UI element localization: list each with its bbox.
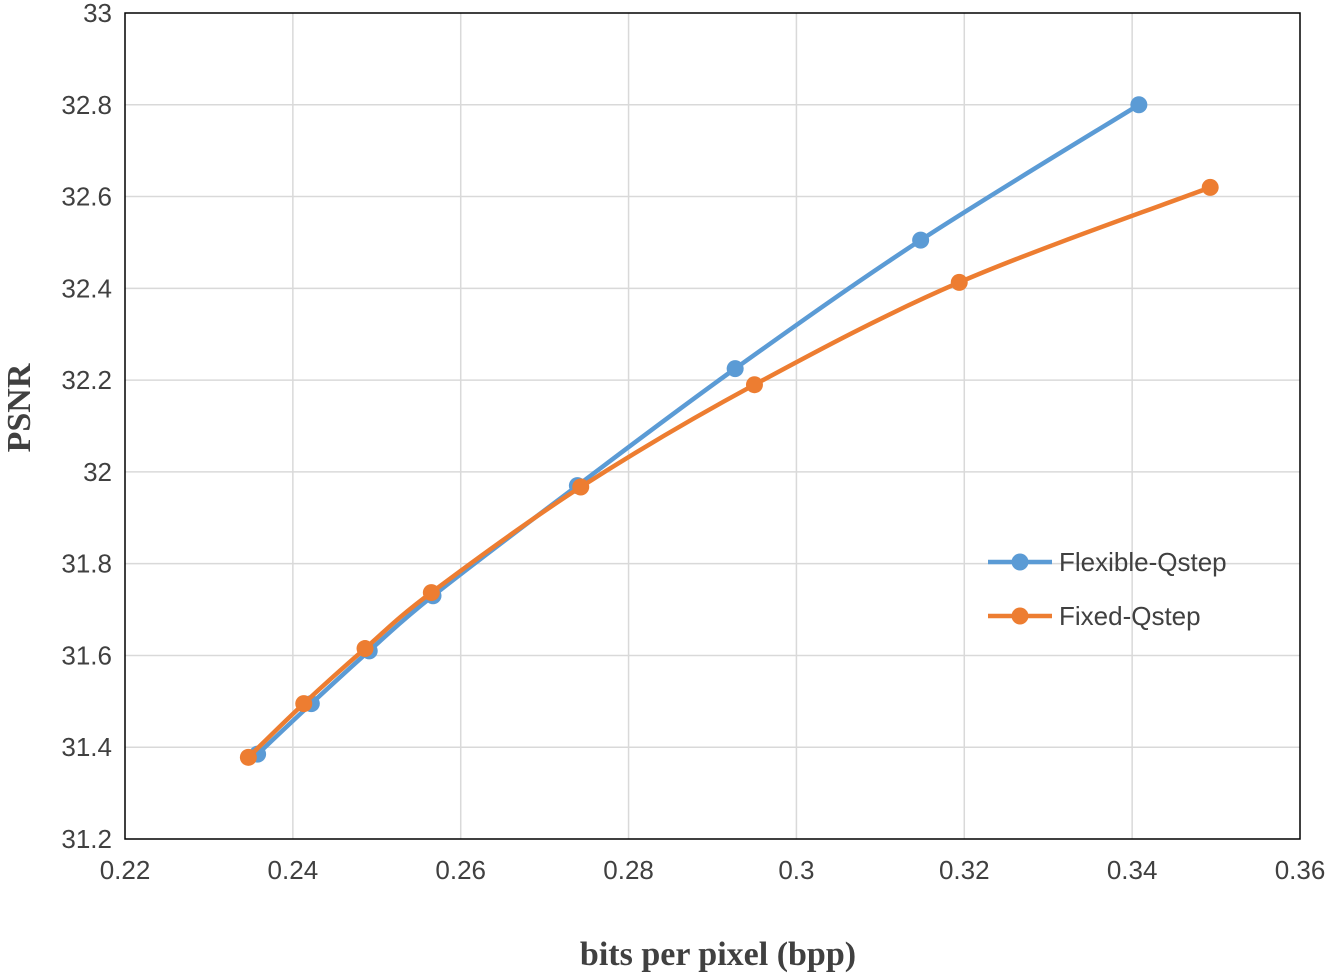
legend-item-fixed-qstep: Fixed-Qstep (988, 601, 1201, 631)
x-tick-label: 0.3 (778, 855, 814, 885)
x-tick-label: 0.28 (603, 855, 654, 885)
y-tick-label: 31.6 (61, 640, 112, 670)
x-tick-label: 0.24 (268, 855, 319, 885)
data-point-fixed-qstep (239, 748, 257, 766)
legend-label: Flexible-Qstep (1059, 547, 1227, 577)
data-point-fixed-qstep (295, 695, 313, 713)
data-point-flexible-qstep (1130, 96, 1148, 114)
plot-area-border (124, 12, 1301, 840)
series-line-flexible-qstep (255, 102, 1142, 757)
y-tick-label: 33 (83, 0, 112, 28)
x-tick-label: 0.34 (1107, 855, 1158, 885)
data-point-fixed-qstep (950, 273, 968, 291)
data-point-fixed-qstep (1201, 178, 1219, 196)
grid (125, 13, 1300, 839)
data-point-fixed-qstep (572, 478, 590, 496)
x-tick-label: 0.36 (1275, 855, 1326, 885)
x-axis-title: bits per pixel (bpp) (580, 936, 856, 973)
legend-label: Fixed-Qstep (1059, 601, 1201, 631)
y-axis-title: PSNR (1, 363, 38, 452)
data-point-flexible-qstep (912, 231, 930, 249)
data-point-fixed-qstep (745, 376, 763, 394)
legend-marker (1011, 607, 1029, 625)
data-point-fixed-qstep (422, 584, 440, 602)
y-tick-label: 32 (83, 457, 112, 487)
data-point-fixed-qstep (356, 640, 374, 658)
legend-item-flexible-qstep: Flexible-Qstep (988, 547, 1227, 577)
y-tick-label: 31.4 (61, 732, 112, 762)
y-tick-label: 32.4 (61, 273, 112, 303)
x-tick-label: 0.32 (939, 855, 990, 885)
legend-marker (1011, 553, 1029, 571)
y-tick-label: 32.6 (61, 182, 112, 212)
legend: Flexible-Qstep Fixed-Qstep (988, 547, 1227, 631)
x-tick-label: 0.26 (435, 855, 486, 885)
tick-labels: 0.22 0.24 0.26 0.28 0.3 0.32 0.34 0.36 31.2 31.4 3… (61, 0, 1325, 885)
y-tick-label: 31.8 (61, 549, 112, 579)
y-tick-label: 32.8 (61, 90, 112, 120)
series-fixed-qstep (239, 178, 1219, 766)
x-tick-label: 0.22 (100, 855, 151, 885)
y-tick-label: 32.2 (61, 365, 112, 395)
series-layer (239, 96, 1219, 766)
y-tick-label: 31.2 (61, 824, 112, 854)
data-point-flexible-qstep (726, 360, 744, 378)
